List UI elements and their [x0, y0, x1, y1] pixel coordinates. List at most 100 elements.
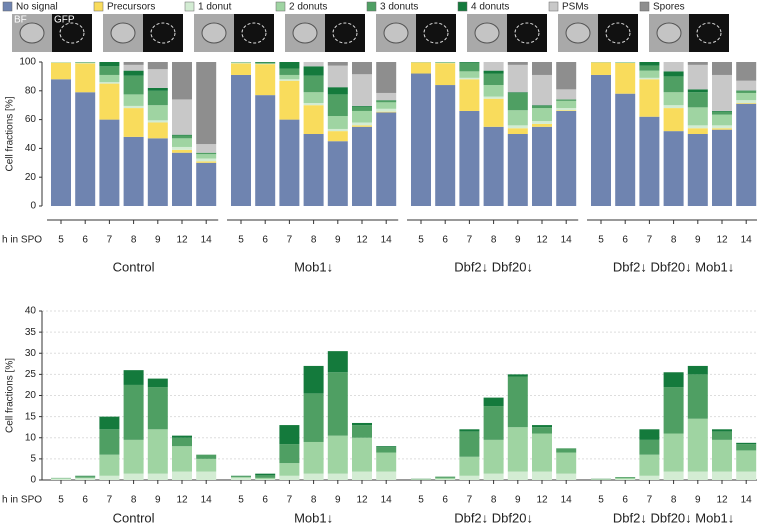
- bar-segment: [483, 397, 504, 407]
- bar-segment: [352, 422, 372, 426]
- y-tick-label: 5: [30, 454, 36, 465]
- bar-segment: [615, 93, 636, 206]
- bar-segment: [75, 63, 96, 93]
- bar-segment: [255, 62, 276, 63]
- legend-label: 2 donuts: [289, 2, 327, 13]
- bar-segment: [147, 473, 168, 480]
- y-tick-label: 10: [25, 432, 37, 443]
- x-tick-label: 7: [467, 235, 473, 246]
- bar-segment: [483, 439, 504, 474]
- cell: [656, 22, 682, 44]
- x-tick-label: 8: [491, 495, 497, 506]
- bar-segment: [196, 152, 217, 155]
- bar-segment: [147, 105, 168, 121]
- bar-segment: [327, 94, 348, 116]
- bar-segment: [615, 477, 636, 480]
- y-tick-label: 30: [25, 348, 37, 359]
- bar-segment: [591, 74, 611, 207]
- bar-segment: [507, 62, 528, 65]
- bar-segment: [231, 63, 251, 75]
- bar-segment: [99, 62, 120, 67]
- bar-segment: [75, 478, 96, 480]
- bar-segment: [736, 471, 757, 480]
- y-tick-label: 60: [25, 114, 37, 125]
- bar-segment: [376, 471, 397, 480]
- bar-segment: [172, 437, 192, 447]
- bar-segment: [196, 161, 217, 163]
- bar-segment: [556, 108, 577, 111]
- bar-segment: [712, 471, 732, 480]
- bar-segment: [279, 68, 300, 75]
- bar-segment: [172, 134, 192, 136]
- bar-segment: [663, 105, 684, 109]
- group-label: Dbf2↓ Dbf20↓ Mob1↓: [613, 510, 734, 525]
- bar-segment: [255, 473, 276, 476]
- cell-outline: [696, 22, 722, 44]
- bar-segment: [147, 138, 168, 206]
- bar-segment: [615, 477, 636, 478]
- legend-swatch: [2, 1, 13, 12]
- bar-segment: [123, 370, 144, 385]
- bar-segment: [663, 108, 684, 132]
- y-tick-label: 20: [25, 390, 37, 401]
- x-axis-label: h in SPO: [2, 495, 42, 506]
- x-tick-label: 6: [622, 495, 628, 506]
- bar-segment: [123, 439, 144, 474]
- x-tick-label: 14: [381, 235, 393, 246]
- bar-segment: [376, 62, 397, 93]
- bar-segment: [352, 106, 372, 111]
- gfp-image: [52, 14, 92, 52]
- bar-segment: [172, 135, 192, 139]
- x-tick-label: 7: [107, 235, 113, 246]
- x-tick-label: 8: [131, 235, 137, 246]
- bar-segment: [639, 62, 660, 66]
- bar-segment: [736, 444, 757, 451]
- bar-segment: [556, 473, 577, 480]
- bar-segment: [327, 473, 348, 480]
- bar-segment: [99, 83, 120, 120]
- x-tick-label: 9: [155, 235, 161, 246]
- bar-segment: [687, 64, 708, 90]
- bar-segment: [255, 95, 276, 206]
- bar-segment: [352, 122, 372, 126]
- y-tick-label: 40: [25, 306, 37, 317]
- bar-segment: [303, 75, 324, 93]
- x-tick-label: 9: [695, 235, 701, 246]
- bar-segment: [99, 82, 120, 84]
- cell-outline: [423, 22, 449, 44]
- y-axis-label: Cell fractions [%]: [5, 358, 16, 433]
- bar-segment: [532, 126, 552, 206]
- cell: [201, 22, 227, 44]
- x-tick-label: 14: [741, 495, 753, 506]
- bar-segment: [507, 110, 528, 126]
- group-label: Dbf2↓ Dbf20↓: [454, 259, 533, 274]
- bar-segment: [591, 62, 611, 75]
- bar-segment: [196, 62, 217, 145]
- bar-segment: [327, 131, 348, 142]
- bar-segment: [376, 100, 397, 103]
- bar-segment: [147, 90, 168, 106]
- y-axis-label: Cell fractions [%]: [5, 96, 16, 171]
- bar-segment: [75, 476, 96, 478]
- x-tick-label: 8: [131, 495, 137, 506]
- bar-segment: [51, 478, 71, 480]
- cell: [292, 22, 318, 44]
- bar-segment: [376, 92, 397, 101]
- cell: [19, 22, 45, 44]
- bar-segment: [231, 62, 251, 64]
- bar-segment: [352, 126, 372, 206]
- bar-segment: [51, 62, 71, 80]
- bar-segment: [279, 74, 300, 80]
- bar-segment: [459, 62, 480, 72]
- image-label: BF: [14, 15, 27, 26]
- bar-segment: [327, 372, 348, 436]
- x-axis-label: h in SPO: [2, 235, 42, 246]
- bar-segment: [303, 393, 324, 442]
- bar-segment: [687, 125, 708, 129]
- cell-outline: [332, 22, 358, 44]
- cell-outline: [514, 22, 540, 44]
- bar-segment: [99, 119, 120, 206]
- x-tick-label: 7: [107, 495, 113, 506]
- bar-segment: [507, 376, 528, 428]
